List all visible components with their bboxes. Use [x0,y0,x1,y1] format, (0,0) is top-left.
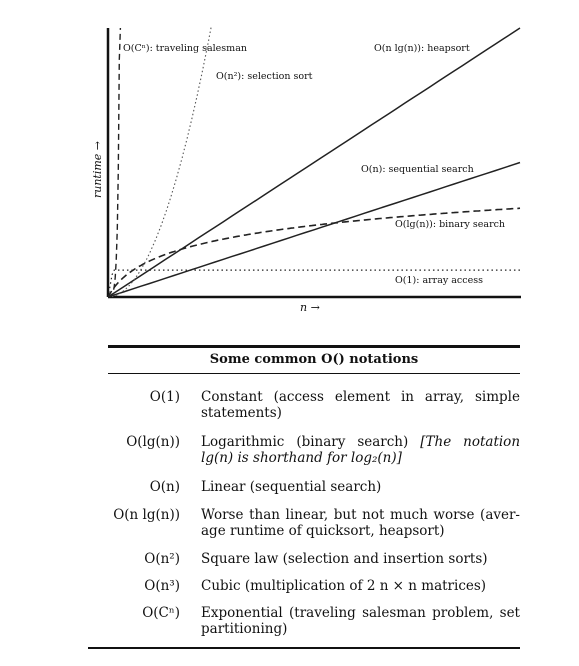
series-label-constant: O(1): array access [395,275,483,286]
notation-cell: O(n) [149,479,180,495]
notation-cell: O(n³) [144,578,180,594]
complexity-chart: O(Cⁿ): traveling salesman O(n²): selecti… [91,27,521,314]
series-line-constant [107,269,520,298]
description-cell: Logarithmic (binary search) [The notatio… [201,434,521,466]
notation-cell: O(n lg(n)) [113,507,180,523]
y-axis-label: runtime → [91,141,104,198]
notation-cell: O(1) [149,389,180,405]
series-line-logarithmic [107,207,521,298]
series-label-exponential: O(Cⁿ): traveling salesman [123,43,247,54]
description-cell: Constant (access element in array, simpl… [201,389,520,421]
table-title: Some common O() notations [209,352,419,367]
description-cell: Worse than linear, but not much worse (a… [201,507,520,539]
description-cell: Cubic (multiplication of 2 n × n matrice… [201,578,487,594]
description-cell: Square law (selection and insertion sort… [201,551,488,567]
series-label-logarithmic: O(lg(n)): binary search [395,219,505,230]
notation-cell: O(lg(n)) [126,434,180,450]
series-line-nlogn [107,27,521,298]
series-label-nlogn: O(n lg(n)): heapsort [374,43,470,54]
table-top-rule [108,345,520,348]
notation-cell: O(n²) [144,551,180,567]
series-label-linear: O(n): sequential search [361,164,474,175]
series-line-exponential [107,27,122,298]
table-bottom-rule [88,647,520,649]
description-cell: Linear (sequential search) [201,479,382,495]
description-note: [The notation lg(n) is shorthand for log… [201,434,521,466]
series-line-linear [107,161,521,298]
series-label-quadratic: O(n²): selection sort [216,71,313,82]
description-cell: Exponential (traveling salesman problem,… [201,605,520,637]
table-header-rule [108,373,520,374]
x-axis-label: n → [300,301,320,314]
notation-cell: O(Cⁿ) [142,605,180,621]
